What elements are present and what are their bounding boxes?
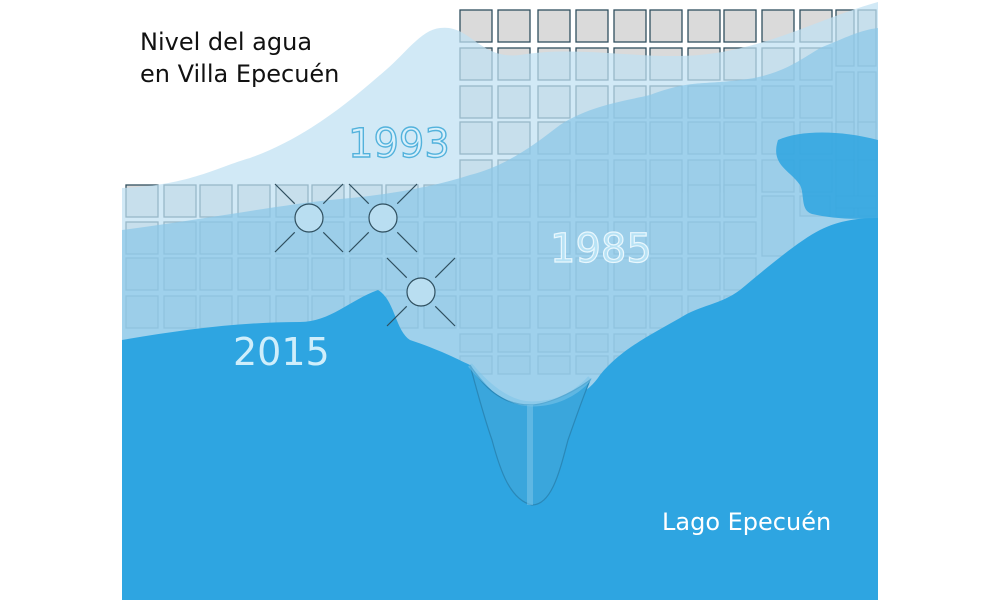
- plaza-diagonal-street: [274, 231, 296, 253]
- city-block: [687, 9, 721, 43]
- plaza-diagonal-street: [396, 183, 418, 205]
- plaza-diagonal-street: [434, 257, 456, 279]
- flood-lobe-east: [776, 132, 878, 219]
- city-block: [497, 9, 531, 43]
- plaza-diagonal-street: [386, 257, 408, 279]
- city-block: [575, 9, 609, 43]
- plaza-diagonal-street: [348, 183, 370, 205]
- map-title-line-2: en Villa Epecuén: [140, 60, 340, 88]
- plaza-diagonal-street: [322, 183, 344, 205]
- plaza-roundabouts: [274, 183, 456, 327]
- plaza-circle: [406, 277, 436, 307]
- plaza-diagonal-street: [434, 305, 456, 327]
- plaza-diagonal-street: [274, 183, 296, 205]
- map-title: Nivel del agua en Villa Epecuén: [140, 26, 339, 90]
- plaza-diagonal-street: [396, 231, 418, 253]
- plaza-diagonal-street: [386, 305, 408, 327]
- year-label-1985: 1985: [550, 226, 652, 272]
- map-title-line-1: Nivel del agua: [140, 28, 313, 56]
- plaza-diagonal-street: [348, 231, 370, 253]
- plaza-circle: [294, 203, 324, 233]
- lake-label: Lago Epecuén: [662, 508, 831, 536]
- plaza-circle: [368, 203, 398, 233]
- canal-rim: [468, 363, 592, 407]
- year-label-2015: 2015: [233, 330, 330, 374]
- city-block: [649, 9, 683, 43]
- city-block: [723, 9, 757, 43]
- city-block: [613, 9, 647, 43]
- year-label-1993: 1993: [348, 121, 450, 167]
- city-block: [537, 9, 571, 43]
- plaza-diagonal-street: [322, 231, 344, 253]
